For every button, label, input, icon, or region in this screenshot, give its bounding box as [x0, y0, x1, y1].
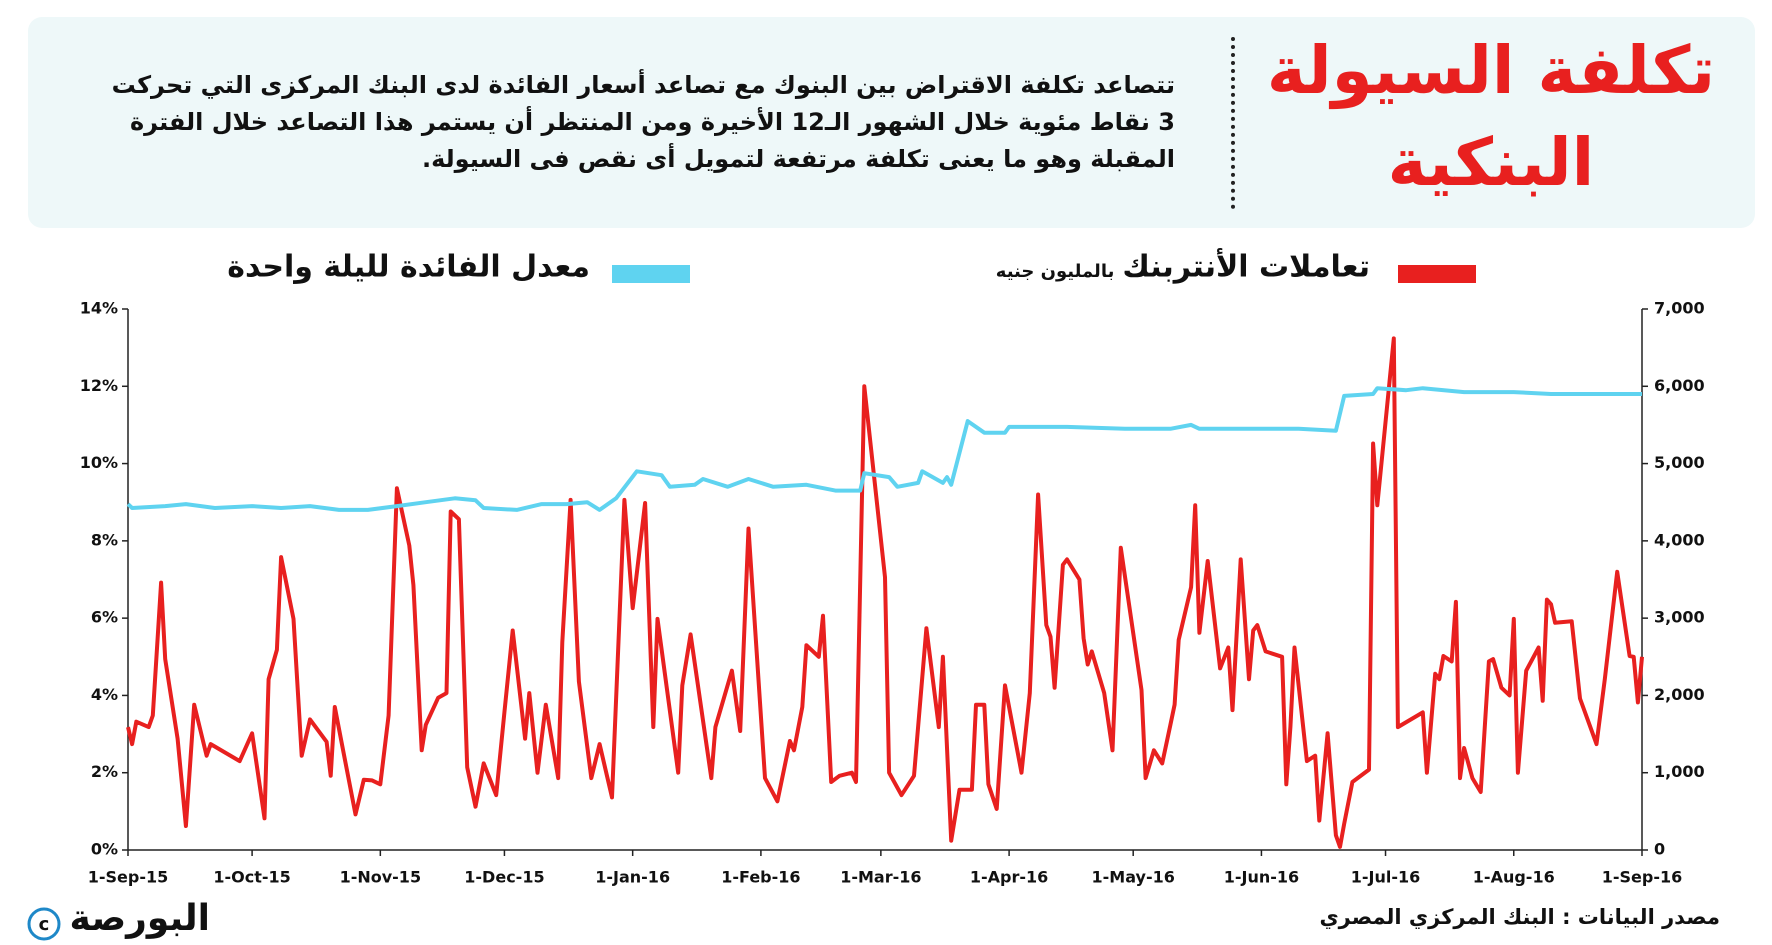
x-tick-label: 1-Jul-16: [1351, 868, 1421, 887]
y2-tick-label: 3,000: [1654, 608, 1705, 627]
x-tick-label: 1-May-16: [1092, 868, 1175, 887]
x-tick-label: 1-Feb-16: [721, 868, 800, 887]
legend-swatch: [1398, 265, 1476, 283]
x-tick-label: 1-Sep-15: [88, 868, 169, 887]
y2-tick-label: 0: [1654, 840, 1665, 859]
x-tick-label: 1-Jun-16: [1224, 868, 1299, 887]
x-tick-label: 1-Mar-16: [840, 868, 921, 887]
series-line: [126, 386, 1642, 512]
y-tick-label: 14%: [80, 299, 118, 318]
y-tick-label: 12%: [80, 376, 118, 395]
y2-tick-label: 7,000: [1654, 299, 1705, 318]
description: تتصاعد تكلفة الاقتراض بين البنوك مع تصاع…: [111, 71, 1175, 173]
axis-unit: بالمليون جنيه: [996, 261, 1115, 282]
source-note: مصدر البيانات : البنك المركزي المصري: [1319, 905, 1720, 930]
legend-label: تعاملات الأنتربنك: [1122, 248, 1370, 285]
y2-tick-label: 5,000: [1654, 453, 1705, 472]
x-tick-label: 1-Apr-16: [970, 868, 1048, 887]
logo: البورصة: [70, 898, 210, 939]
legend-swatch: [612, 265, 690, 283]
x-tick-label: 1-Oct-15: [213, 868, 290, 887]
y-tick-label: 8%: [91, 530, 118, 549]
legend-label: معدل الفائدة لليلة واحدة: [227, 250, 590, 285]
header-panel: تكلفة السيولة البنكية تتصاعد تكلفة الاقت…: [28, 17, 1755, 228]
logo-copyright: c: [39, 914, 50, 935]
x-tick-label: 1-Sep-16: [1602, 868, 1683, 887]
x-tick-label: 1-Nov-15: [340, 868, 422, 887]
y2-tick-label: 1,000: [1654, 762, 1705, 781]
series-line: [126, 336, 1644, 849]
x-tick-label: 1-Dec-15: [464, 868, 544, 887]
y-tick-label: 0%: [91, 840, 118, 859]
y-tick-label: 6%: [91, 608, 118, 627]
y-tick-label: 2%: [91, 762, 118, 781]
logo-mark: [27, 907, 61, 941]
separator: [1231, 37, 1235, 209]
y2-tick-label: 4,000: [1654, 530, 1705, 549]
x-tick-label: 1-Jan-16: [595, 868, 670, 887]
y-tick-label: 4%: [91, 685, 118, 704]
y-tick-label: 10%: [80, 453, 118, 472]
x-tick-label: 1-Aug-16: [1473, 868, 1555, 887]
y2-tick-label: 2,000: [1654, 685, 1705, 704]
y2-tick-label: 6,000: [1654, 376, 1705, 395]
page-title: تكلفة السيولة البنكية: [1266, 32, 1716, 201]
